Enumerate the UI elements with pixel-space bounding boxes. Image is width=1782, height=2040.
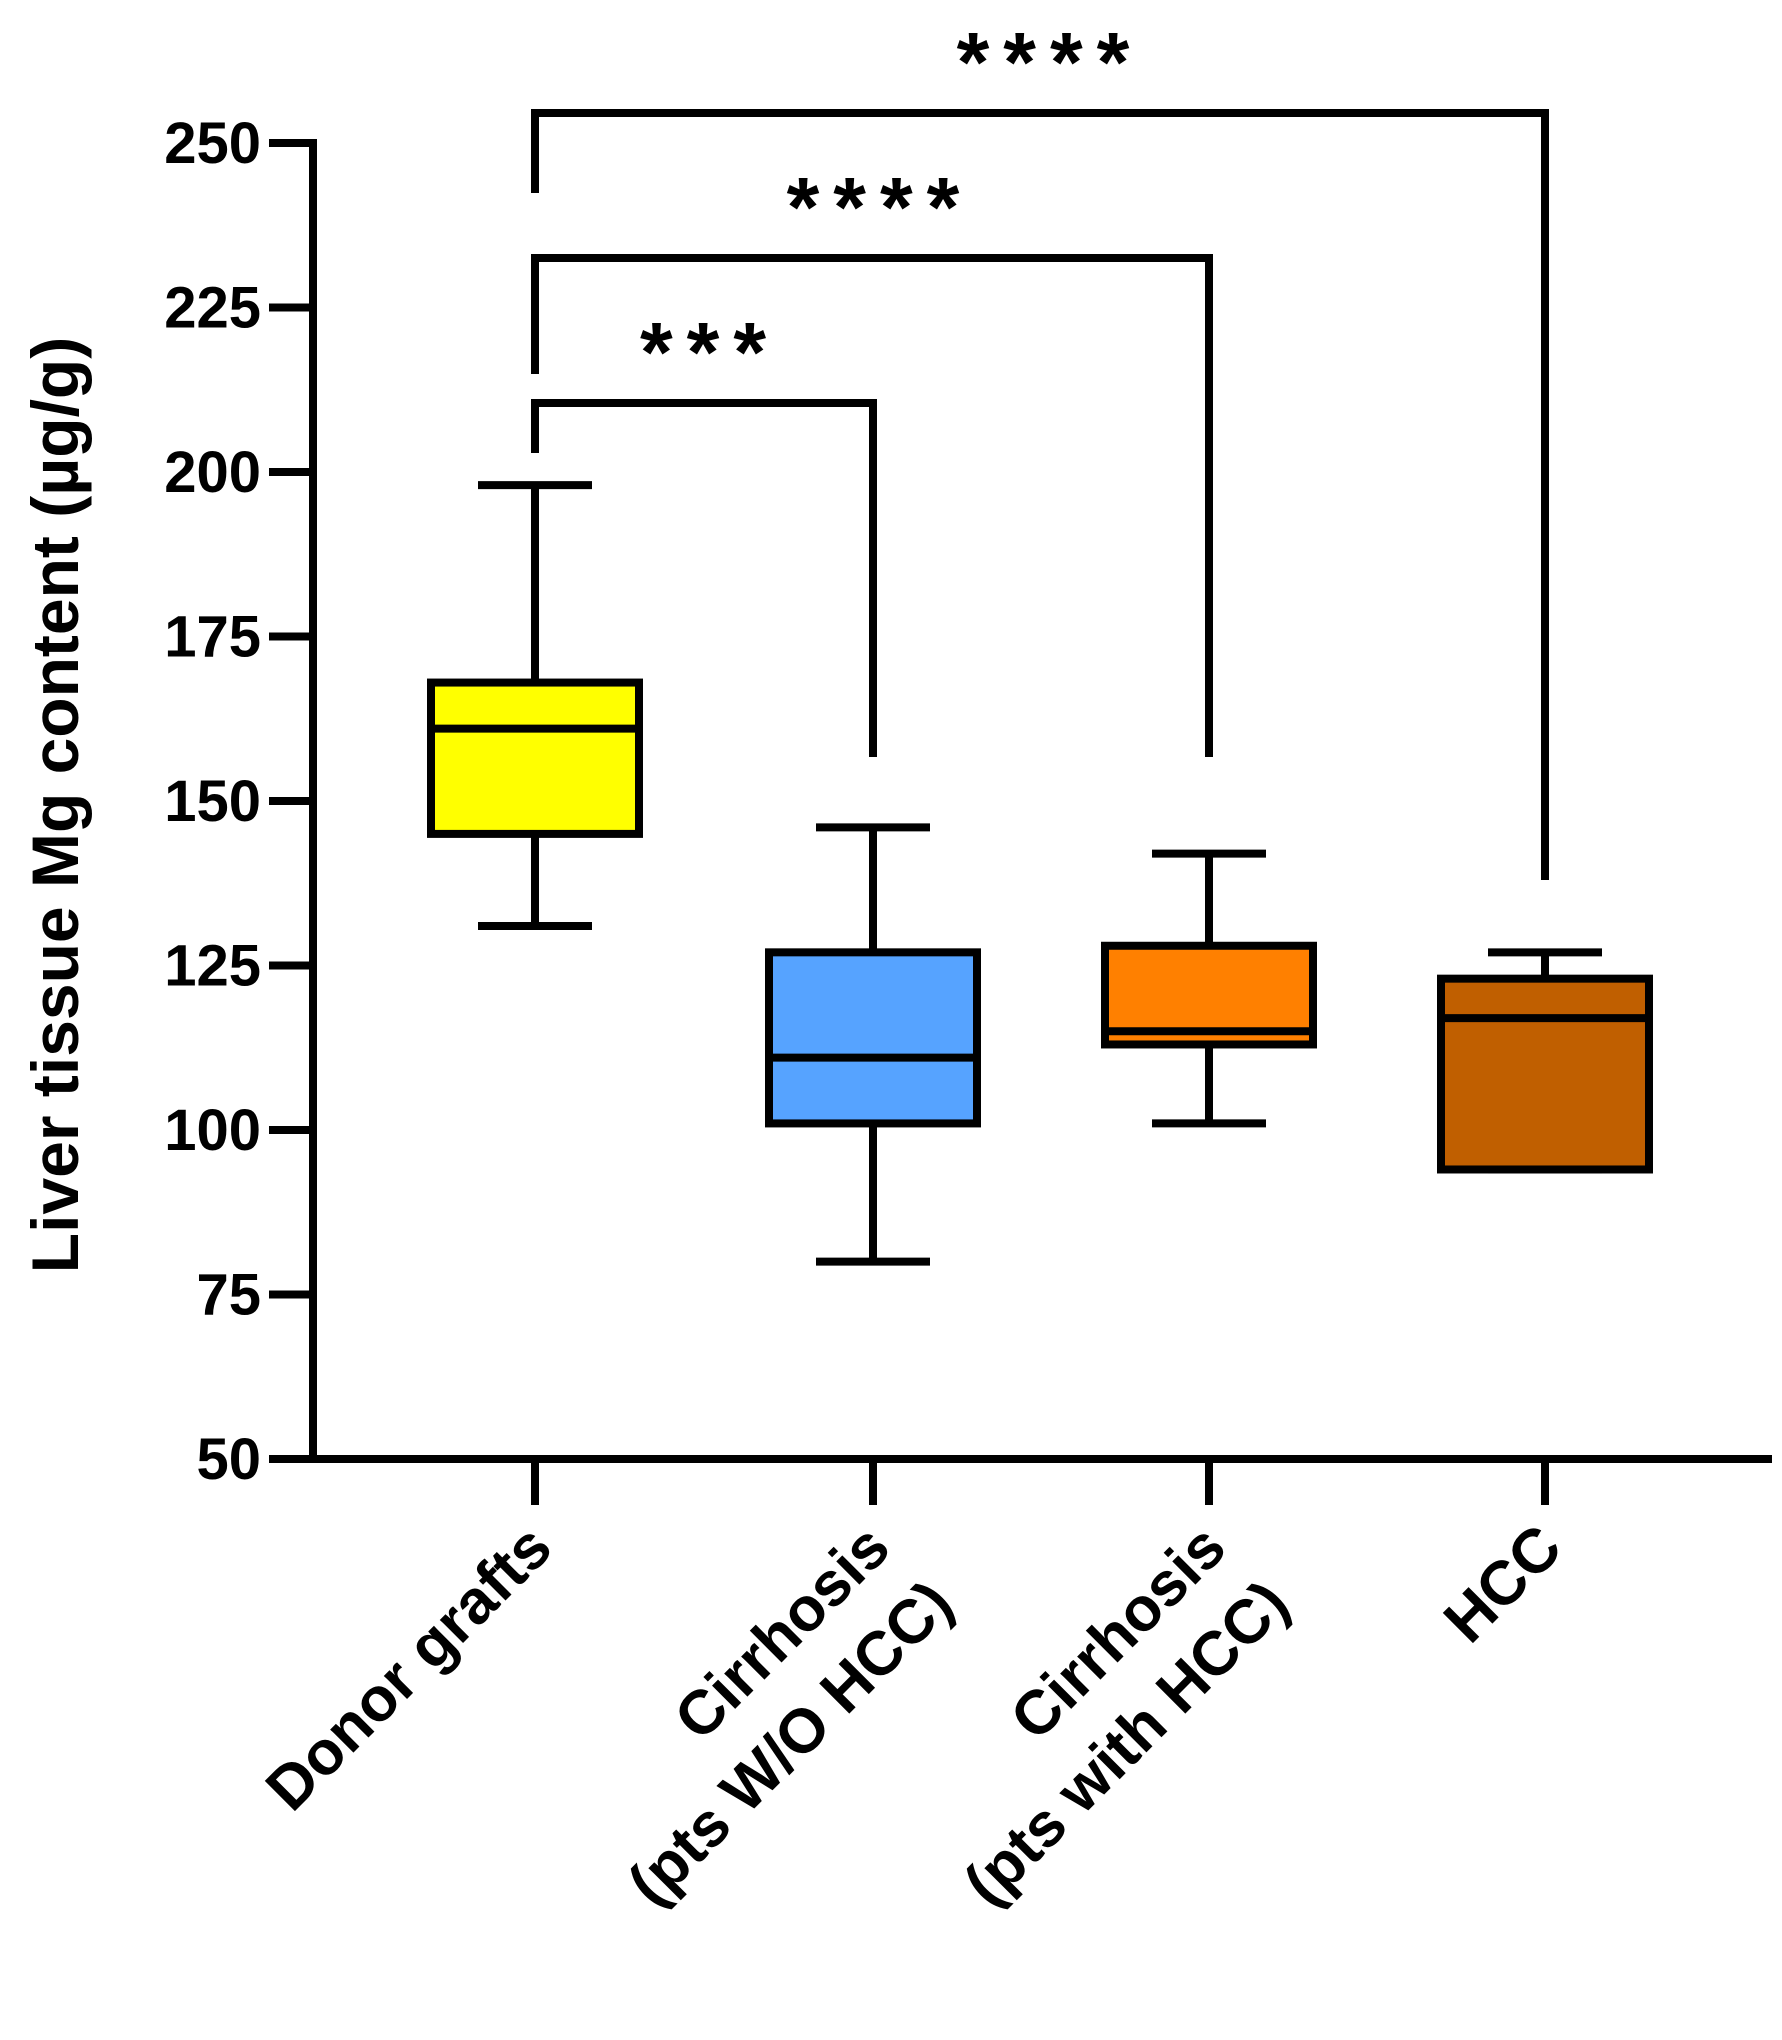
- significance-bracket-1: ***: [531, 305, 877, 757]
- y-tick-label: 125: [164, 934, 261, 999]
- bracket-line: [531, 399, 877, 757]
- y-tick-label: 75: [196, 1263, 261, 1328]
- x-tick-label: Donor grafts: [253, 1512, 565, 1824]
- significance-label: ****: [787, 160, 974, 254]
- bracket-line: [531, 109, 1549, 880]
- y-tick-label: 50: [196, 1427, 261, 1492]
- box-4: [1437, 948, 1653, 1174]
- significance-bracket-3: ****: [531, 15, 1549, 880]
- y-tick-label: 250: [164, 111, 261, 176]
- box-iqr: [765, 948, 981, 1128]
- box-3: [1101, 849, 1317, 1128]
- x-tick-label-line1: Donor grafts: [253, 1512, 565, 1824]
- boxes: [427, 481, 1653, 1266]
- y-tick-label: 200: [164, 440, 261, 505]
- y-tick-label: 100: [164, 1098, 261, 1163]
- x-axis: Donor grafts Cirrhosis(pts W/O HCC) Cirrho…: [253, 1455, 1772, 1919]
- significance-label: ***: [640, 305, 780, 399]
- box-iqr: [427, 678, 643, 838]
- significance-brackets: ***********: [531, 15, 1549, 880]
- y-tick-label: 175: [164, 605, 261, 670]
- bracket-line: [531, 254, 1213, 757]
- x-tick-label: HCC: [1431, 1512, 1575, 1656]
- x-tick-label: Cirrhosis(pts with HCC): [951, 1512, 1302, 1919]
- significance-bracket-2: ****: [531, 160, 1213, 757]
- y-tick-label: 225: [164, 276, 261, 341]
- box-2: [765, 823, 981, 1266]
- significance-label: ****: [957, 15, 1144, 109]
- x-tick-label-line1: HCC: [1431, 1512, 1575, 1656]
- y-tick-label: 150: [164, 769, 261, 834]
- box-1: [427, 481, 643, 931]
- y-axis-label: Liver tissue Mg content (µg/g): [18, 337, 92, 1273]
- y-axis: 50 75 100 125 150 175 200 225 250: [164, 111, 317, 1492]
- box-iqr: [1437, 974, 1653, 1174]
- x-tick-label: Cirrhosis(pts W/O HCC): [615, 1512, 966, 1919]
